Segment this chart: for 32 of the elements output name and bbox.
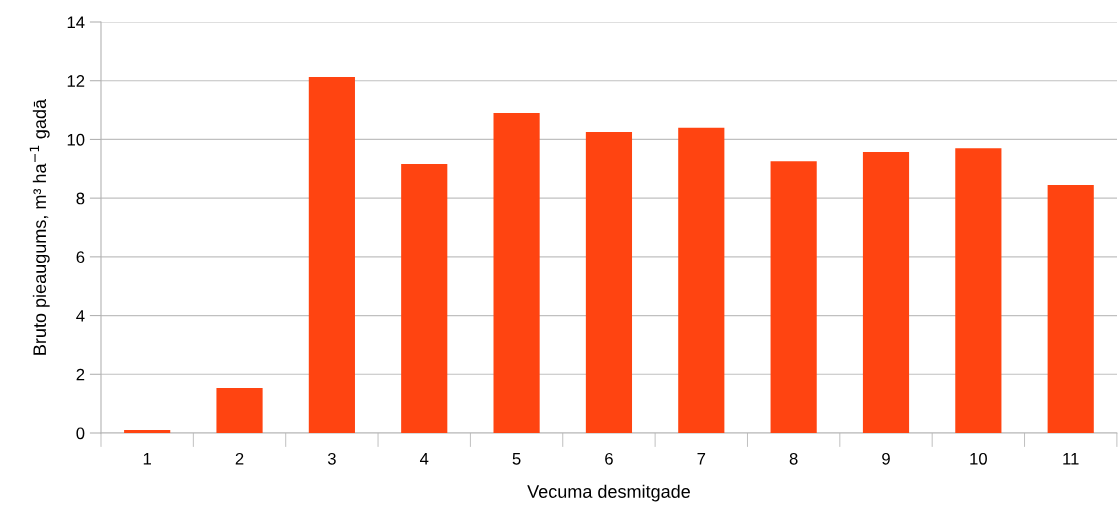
bar [678,127,725,433]
y-tick-label: 6 [76,251,85,264]
y-tick-label: 0 [76,427,85,440]
bar [585,132,633,433]
x-tick-label: 3 [327,452,336,465]
x-tick-label: 1 [143,453,151,465]
x-tick-label: 7 [697,453,706,465]
x-tick-label: 10 [970,452,987,465]
x-tick-label: 11 [1063,453,1079,465]
bar [401,164,448,433]
y-axis-title: Bruto pieaugums, m³ ha$^{−1}$ gadā [29,98,50,355]
bar [124,430,171,433]
x-tick-label: 6 [605,452,613,465]
x-axis-title: Vecuma desmitgade [527,484,690,502]
x-tick-label: 4 [419,453,429,465]
bar [770,161,817,433]
bar [493,113,540,433]
bar [308,76,355,433]
bar [1047,184,1094,433]
x-tick-label: 5 [512,453,521,465]
x-tick-label: 9 [882,452,890,465]
y-tick-label: 8 [76,192,85,205]
y-tick-label: 12 [67,75,85,87]
y-tick-label: 4 [76,310,85,322]
y-tick-label: 14 [67,16,85,29]
y-tick-label: 10 [67,133,85,146]
bar [862,152,910,433]
y-tick-label: 2 [76,368,85,381]
bar [216,388,263,433]
x-tick-label: 2 [235,452,244,465]
x-tick-label: 8 [789,452,798,465]
bar [955,148,1002,433]
